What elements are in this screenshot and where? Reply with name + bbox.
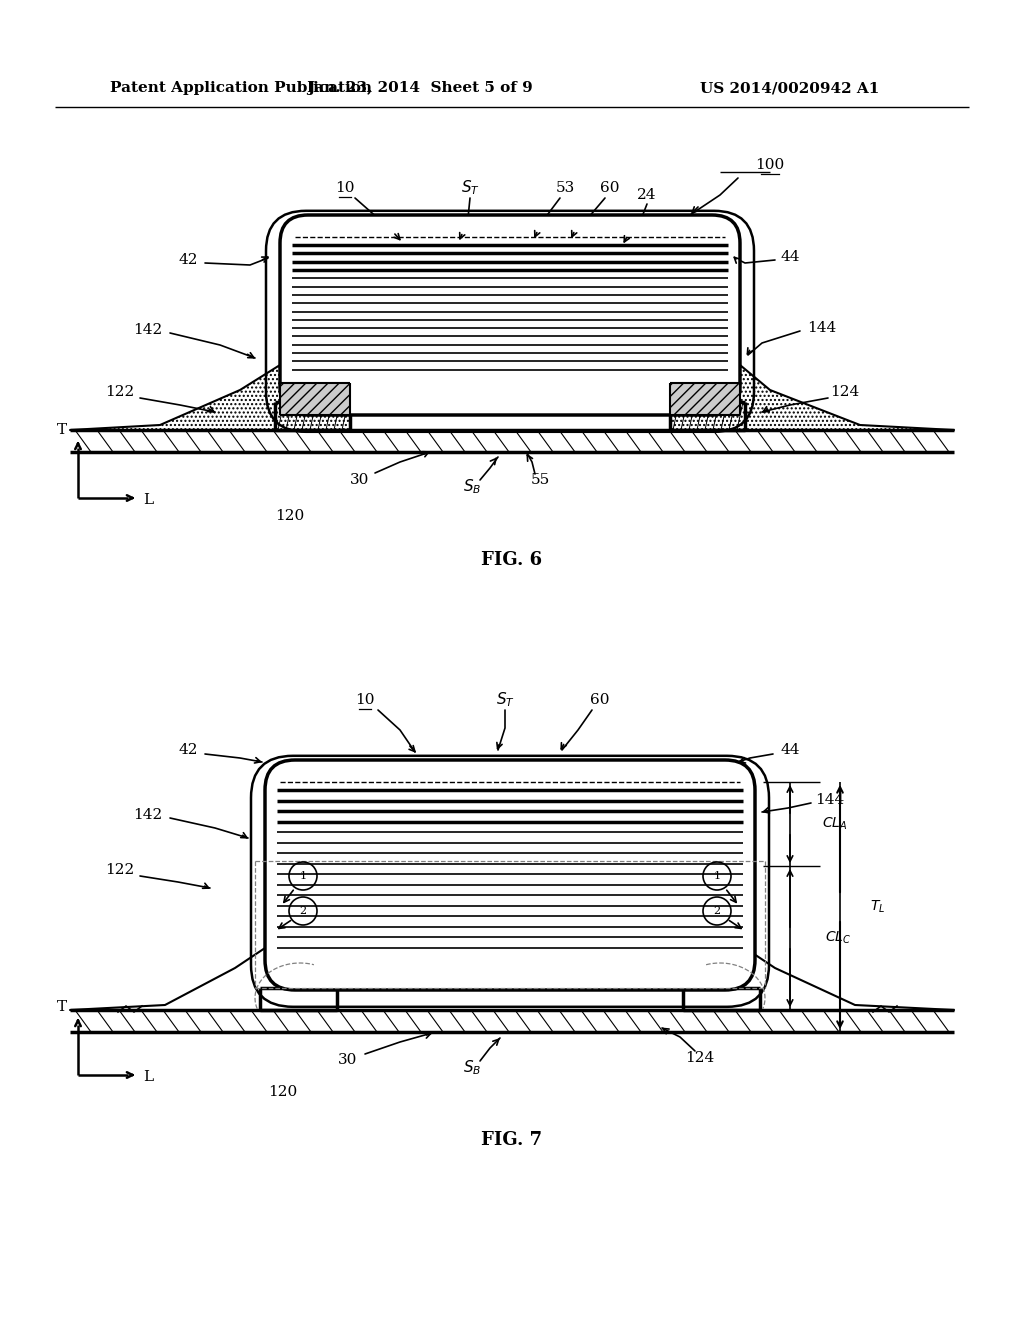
Text: 122: 122: [105, 863, 134, 876]
FancyBboxPatch shape: [280, 215, 740, 414]
Text: $S_B$: $S_B$: [463, 1059, 481, 1077]
Text: 142: 142: [133, 808, 163, 822]
Text: L: L: [143, 1071, 153, 1084]
Text: 122: 122: [105, 385, 134, 399]
FancyBboxPatch shape: [265, 760, 755, 990]
Text: 10: 10: [335, 181, 354, 195]
Text: 42: 42: [178, 743, 198, 756]
Text: 30: 30: [338, 1053, 357, 1067]
Text: FIG. 6: FIG. 6: [481, 550, 543, 569]
Text: 120: 120: [275, 510, 304, 523]
Text: 124: 124: [685, 1051, 715, 1065]
Text: 124: 124: [830, 385, 859, 399]
Text: US 2014/0020942 A1: US 2014/0020942 A1: [700, 81, 880, 95]
Text: FIG. 7: FIG. 7: [481, 1131, 543, 1148]
Text: T: T: [57, 422, 67, 437]
Text: $S_B$: $S_B$: [463, 478, 481, 496]
Text: 144: 144: [807, 321, 837, 335]
Text: $CL_A$: $CL_A$: [822, 816, 848, 832]
Text: 60: 60: [590, 693, 609, 708]
Text: Patent Application Publication: Patent Application Publication: [110, 81, 372, 95]
Text: 1: 1: [714, 871, 721, 880]
Text: 142: 142: [133, 323, 163, 337]
Text: T: T: [57, 1001, 67, 1014]
Text: 30: 30: [350, 473, 370, 487]
Text: $T_L$: $T_L$: [870, 899, 886, 915]
Text: 44: 44: [780, 743, 800, 756]
Text: 44: 44: [780, 249, 800, 264]
Text: 1: 1: [299, 871, 306, 880]
Text: 144: 144: [815, 793, 845, 807]
Polygon shape: [280, 383, 350, 414]
Text: 10: 10: [355, 693, 375, 708]
Text: L: L: [143, 492, 153, 507]
Text: 42: 42: [178, 253, 198, 267]
Text: 55: 55: [530, 473, 550, 487]
Text: 2: 2: [299, 906, 306, 916]
Polygon shape: [670, 383, 740, 414]
Text: $S_T$: $S_T$: [461, 178, 479, 198]
Text: 100: 100: [756, 158, 784, 172]
Text: 60: 60: [600, 181, 620, 195]
Text: 120: 120: [268, 1085, 298, 1100]
Text: 2: 2: [714, 906, 721, 916]
Text: Jan. 23, 2014  Sheet 5 of 9: Jan. 23, 2014 Sheet 5 of 9: [307, 81, 532, 95]
Text: $S_T$: $S_T$: [496, 690, 514, 709]
Text: $CL_C$: $CL_C$: [825, 929, 851, 946]
Text: 24: 24: [637, 187, 656, 202]
Text: 53: 53: [555, 181, 574, 195]
